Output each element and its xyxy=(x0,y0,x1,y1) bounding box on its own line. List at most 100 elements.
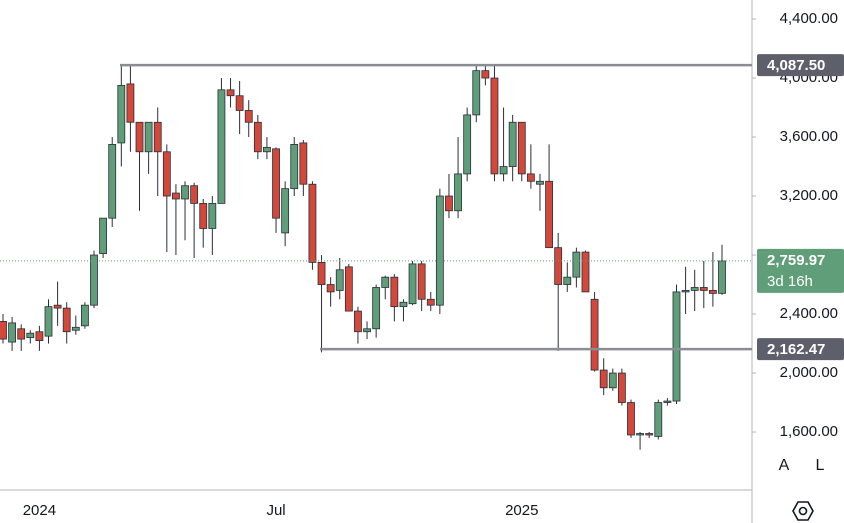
candle-body xyxy=(26,332,35,339)
candle-body xyxy=(363,328,371,333)
x-tick-label: Jul xyxy=(266,502,285,519)
candle-body xyxy=(654,402,663,437)
candle-body xyxy=(235,95,244,111)
price-labels: 1,600.002,000.002,400.002,800.003,200.00… xyxy=(757,10,844,440)
candle-body xyxy=(617,372,626,403)
candle-body xyxy=(463,114,472,175)
candle-body xyxy=(44,306,53,337)
candle-body xyxy=(390,276,399,308)
candle-body xyxy=(545,180,553,249)
candle-body xyxy=(335,269,344,291)
level-label: 4,087.50 xyxy=(767,57,825,74)
candle-body xyxy=(344,266,353,312)
candle-body xyxy=(208,203,217,229)
candle-body xyxy=(199,203,208,229)
candle-body xyxy=(681,290,690,293)
candle-body xyxy=(90,254,98,306)
candle-body xyxy=(554,247,563,285)
candle-body xyxy=(290,144,299,190)
candle-body xyxy=(517,121,526,175)
candle-body xyxy=(490,77,499,175)
candle-body xyxy=(408,263,417,305)
settings-button[interactable] xyxy=(792,501,814,521)
x-tick-label: 2024 xyxy=(23,502,56,519)
candle-body xyxy=(81,304,89,327)
candle-body xyxy=(708,290,717,294)
candle-body xyxy=(308,183,317,263)
candle-body xyxy=(645,433,654,436)
candle-body xyxy=(599,369,608,389)
candle-body xyxy=(244,110,253,123)
y-tick-label: 3,600.00 xyxy=(780,128,838,145)
candle-body xyxy=(590,298,599,371)
candle-body xyxy=(636,433,644,436)
candle-body xyxy=(281,188,290,234)
last-price-box xyxy=(757,248,844,293)
plot-area: 2024 Jul 2025 xyxy=(0,18,756,519)
candle-body xyxy=(581,251,590,293)
candle-body xyxy=(627,402,635,436)
candle-body xyxy=(135,121,144,153)
log-scale-button[interactable]: L xyxy=(816,457,825,474)
candle-body xyxy=(117,85,126,144)
candle-body xyxy=(299,142,308,185)
auto-scale-button[interactable]: A xyxy=(779,457,790,474)
level-label: 2,162.47 xyxy=(767,341,825,358)
level-label-box xyxy=(757,338,844,361)
candle-body xyxy=(144,121,153,153)
candle-body xyxy=(699,287,708,291)
candle-body xyxy=(435,195,444,306)
candle-body xyxy=(454,173,462,212)
candle-body xyxy=(272,148,280,219)
candle-body xyxy=(563,276,572,285)
candle-body xyxy=(354,310,362,333)
candle-body xyxy=(226,89,235,97)
y-tick-label: 2,400.00 xyxy=(780,305,838,322)
candle-body xyxy=(481,70,490,79)
candle-body xyxy=(108,144,117,219)
level-label-box xyxy=(757,54,844,77)
candle-body xyxy=(399,301,408,308)
candle-body xyxy=(35,331,44,341)
candle-body xyxy=(381,276,390,288)
candle-body xyxy=(445,195,453,212)
candle-body xyxy=(71,326,80,331)
candle-body xyxy=(536,180,544,185)
y-tick-label: 4,400.00 xyxy=(780,10,838,27)
candle-body xyxy=(62,307,71,333)
candle-body xyxy=(372,287,381,330)
candle-body xyxy=(17,328,26,340)
candle-body xyxy=(253,121,262,153)
candle-body xyxy=(672,291,681,402)
y-tick-label: 3,200.00 xyxy=(780,187,838,204)
candle-body xyxy=(153,121,162,153)
candle-body xyxy=(663,400,672,403)
y-tick-label: 1,600.00 xyxy=(780,423,838,440)
candle-body xyxy=(526,173,535,182)
candle-body xyxy=(190,185,199,204)
candle-body xyxy=(0,321,7,340)
x-tick-label: 2025 xyxy=(505,502,538,519)
candle-body xyxy=(608,372,617,389)
countdown-label: 3d 16h xyxy=(767,273,813,290)
candle-body xyxy=(126,83,135,123)
candle-body xyxy=(53,304,62,309)
candle-body xyxy=(426,298,435,306)
candle-body xyxy=(8,322,17,343)
candle-body xyxy=(690,287,699,291)
candle-body xyxy=(417,263,426,300)
candle-body xyxy=(572,251,581,278)
candle-body xyxy=(499,166,508,175)
y-tick-label: 2,000.00 xyxy=(780,364,838,381)
candle-body xyxy=(508,121,517,167)
candle-body xyxy=(472,70,481,116)
candle-body xyxy=(263,146,271,153)
candle-body xyxy=(162,151,171,197)
candle-body xyxy=(718,260,726,294)
candle-body xyxy=(326,284,335,293)
candle-body xyxy=(217,89,226,204)
candle-body xyxy=(99,217,108,254)
candle-body xyxy=(317,262,326,285)
last-price-label: 2,759.97 xyxy=(767,252,825,269)
